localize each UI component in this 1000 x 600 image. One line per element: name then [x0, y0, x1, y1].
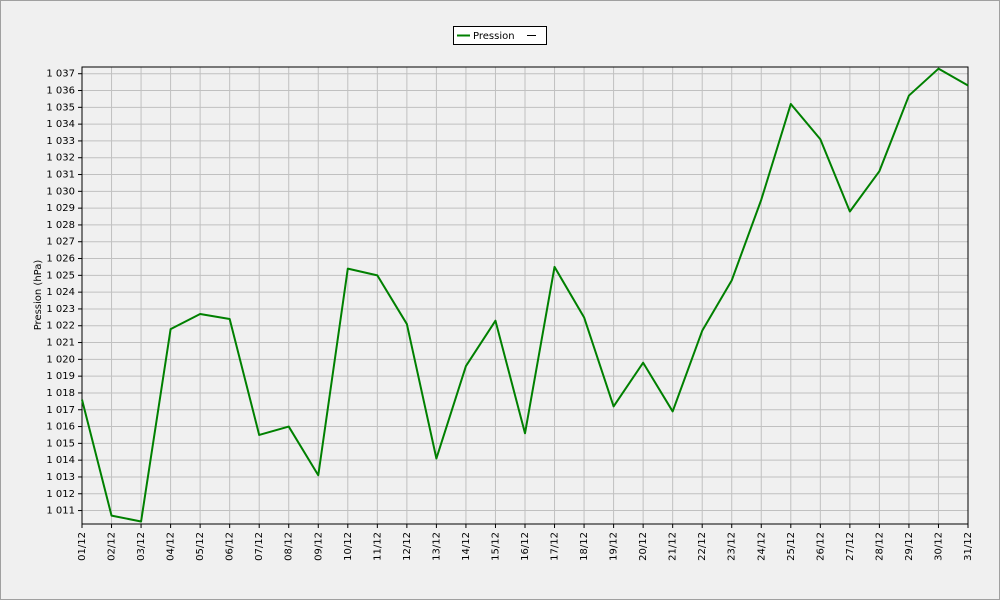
- y-tick-label: 1 030: [46, 186, 75, 197]
- x-tick-label: 09/12: [313, 532, 324, 561]
- y-tick-label: 1 033: [46, 136, 75, 147]
- y-tick-label: 1 037: [46, 69, 75, 80]
- x-tick-label: 01/12: [77, 532, 88, 561]
- x-tick-label: 12/12: [402, 532, 413, 561]
- y-tick-label: 1 014: [46, 455, 75, 466]
- x-tick-label: 07/12: [254, 532, 265, 561]
- y-tick-label: 1 031: [46, 170, 75, 181]
- y-tick-label: 1 028: [46, 220, 75, 231]
- y-tick-label: 1 035: [46, 102, 75, 113]
- x-tick-label: 26/12: [815, 532, 826, 561]
- x-tick-label: 04/12: [166, 532, 177, 561]
- legend: Pression: [453, 26, 547, 45]
- x-tick-label: 23/12: [727, 532, 738, 561]
- legend-label: Pression: [473, 31, 515, 42]
- x-tick-label: 30/12: [933, 532, 944, 561]
- y-tick-label: 1 017: [46, 405, 75, 416]
- x-tick-label: 15/12: [490, 532, 501, 561]
- legend-box: [453, 26, 547, 45]
- x-tick-label: 31/12: [963, 532, 974, 561]
- x-tick-label: 22/12: [697, 532, 708, 561]
- y-tick-label: 1 012: [46, 489, 75, 500]
- plot-border: [81, 66, 969, 525]
- y-tick-label: 1 023: [46, 304, 75, 315]
- y-tick-label: 1 011: [46, 506, 75, 517]
- x-tick-label: 10/12: [343, 532, 354, 561]
- x-tick-label: 27/12: [845, 532, 856, 561]
- x-tick-label: 11/12: [372, 532, 383, 561]
- x-tick-label: 17/12: [550, 532, 561, 561]
- x-tick-label: 14/12: [461, 532, 472, 561]
- x-tick-label: 19/12: [609, 532, 620, 561]
- x-tick-label: 28/12: [874, 532, 885, 561]
- y-tick-label: 1 025: [46, 270, 75, 281]
- y-tick-label: 1 032: [46, 153, 75, 164]
- x-tick-label: 29/12: [904, 532, 915, 561]
- y-tick-label: 1 029: [46, 203, 75, 214]
- y-tick-label: 1 021: [46, 338, 75, 349]
- x-tick-label: 16/12: [520, 532, 531, 561]
- x-tick-label: 24/12: [756, 532, 767, 561]
- y-axis-title: Pression (hPa): [33, 260, 44, 331]
- y-tick-label: 1 022: [46, 321, 75, 332]
- x-tick-label: 03/12: [136, 532, 147, 561]
- x-tick-label: 18/12: [579, 532, 590, 561]
- x-tick-label: 21/12: [668, 532, 679, 561]
- y-tick-label: 1 027: [46, 237, 75, 248]
- y-tick-label: 1 019: [46, 371, 75, 382]
- y-tick-label: 1 036: [46, 86, 75, 97]
- y-tick-label: 1 020: [46, 354, 75, 365]
- y-tick-label: 1 016: [46, 422, 75, 433]
- x-tick-label: 02/12: [107, 532, 118, 561]
- y-tick-label: 1 034: [46, 119, 75, 130]
- x-tick-label: 13/12: [431, 532, 442, 561]
- y-tick-label: 1 018: [46, 388, 75, 399]
- x-tick-label: 20/12: [638, 532, 649, 561]
- y-tick-label: 1 015: [46, 438, 75, 449]
- y-tick-label: 1 026: [46, 254, 75, 265]
- y-tick-label: 1 013: [46, 472, 75, 483]
- x-tick-label: 25/12: [786, 532, 797, 561]
- x-tick-label: 05/12: [195, 532, 206, 561]
- x-tick-label: 06/12: [225, 532, 236, 561]
- series-line: [81, 67, 969, 523]
- y-tick-label: 1 024: [46, 287, 75, 298]
- x-tick-label: 08/12: [284, 532, 295, 561]
